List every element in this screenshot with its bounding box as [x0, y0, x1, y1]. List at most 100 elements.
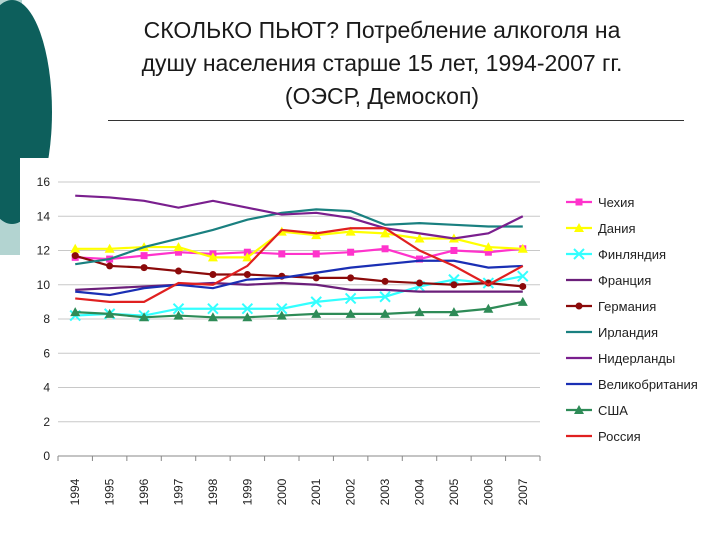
- y-tick-label: 14: [37, 209, 51, 223]
- series-1-point: [278, 250, 286, 258]
- series-5-point: [243, 270, 251, 278]
- x-tick-label: 2002: [344, 478, 358, 505]
- chart-panel: 0 2 4 6 8 10 12 14 16 1994 1995 1996 1997 1998 1999 200…: [20, 158, 712, 528]
- series-1-point: [243, 248, 251, 256]
- x-tick-label: 2005: [447, 478, 461, 505]
- series-5-point: [312, 274, 320, 282]
- series-9-point: [517, 296, 528, 306]
- series-1-point: [175, 248, 182, 256]
- y-tick-label: 4: [43, 381, 50, 395]
- y-tick-label: 8: [43, 312, 50, 326]
- series-9-point: [207, 312, 218, 322]
- series-5-point: [209, 270, 217, 278]
- y-tick-label: 10: [37, 278, 51, 292]
- series-9-point: [483, 303, 494, 313]
- legend-label: США: [598, 403, 628, 418]
- series-5-point: [450, 281, 458, 289]
- slide-title: СКОЛЬКО ПЬЮТ? Потребление алкоголя на ду…: [62, 14, 702, 113]
- y-tick-label: 16: [37, 175, 51, 189]
- series-3-point: [172, 303, 185, 315]
- y-tick-label: 2: [43, 415, 50, 429]
- series-line-1: [75, 247, 523, 261]
- series-2-point: [173, 242, 184, 252]
- series-line-9: [75, 300, 524, 319]
- title-underline: [108, 120, 684, 121]
- series-2-point: [70, 243, 81, 253]
- legend-label: Россия: [598, 429, 641, 444]
- legend-swatch-marker: [574, 405, 584, 414]
- slide-title-line-1: СКОЛЬКО ПЬЮТ? Потребление алкоголя на: [143, 17, 621, 43]
- x-tick-label: 1996: [137, 478, 151, 505]
- series-5-point: [381, 277, 389, 285]
- series-line-3: [75, 275, 524, 317]
- series-2-point: [414, 233, 425, 243]
- series-9-point: [448, 307, 459, 317]
- series-3-point: [517, 270, 529, 282]
- series-1-point: [450, 247, 458, 254]
- legend-swatch-marker: [574, 223, 584, 232]
- series-5-point: [106, 262, 114, 270]
- series-3-point: [310, 296, 322, 308]
- series-line-8: [75, 259, 523, 297]
- x-tick-label: 1995: [103, 478, 117, 505]
- series-2-point: [483, 242, 494, 252]
- series-9-point: [380, 308, 391, 318]
- x-tick-label: 1998: [206, 478, 220, 505]
- line-chart: 0 2 4 6 8 10 12 14 16 1994 1995 1996 1997 1998 1999 200…: [37, 175, 698, 505]
- series-2-point: [380, 228, 391, 238]
- y-tick-label: 12: [37, 244, 51, 258]
- slide-title-line-2: душу населения старше 15 лет, 1994-2007 …: [141, 50, 623, 76]
- series-1-point: [416, 255, 423, 263]
- series-9-point: [311, 308, 322, 318]
- legend-label: Великобритания: [598, 377, 698, 392]
- legend-label: Франция: [598, 273, 651, 288]
- legend-label: Германия: [598, 299, 656, 314]
- series-5-point: [347, 274, 355, 282]
- x-tick-label: 2001: [309, 478, 323, 505]
- series-9-point: [104, 308, 115, 318]
- series-3-point: [241, 303, 254, 315]
- legend-swatch-marker: [575, 302, 583, 310]
- series-line-5: [74, 254, 523, 288]
- series-9-point: [414, 307, 425, 317]
- series-3-point: [448, 273, 460, 286]
- series-2-point: [311, 230, 322, 240]
- series-2-point: [104, 243, 115, 253]
- series-5-point: [416, 279, 423, 287]
- x-tick-label: 1994: [68, 478, 82, 505]
- series-1-point: [347, 248, 355, 256]
- series-9-point: [70, 307, 81, 317]
- legend-label: Дания: [598, 221, 636, 236]
- series-3-point: [207, 303, 219, 315]
- series-9-point: [276, 310, 287, 320]
- x-tick-label: 2007: [516, 478, 530, 505]
- series-9-point: [345, 308, 356, 318]
- legend-label: Финляндия: [598, 247, 666, 262]
- series-line-4: [75, 281, 523, 293]
- series-1-point: [140, 252, 148, 260]
- legend-label: Ирландия: [598, 325, 658, 340]
- series-1-point: [484, 248, 492, 256]
- series-9-point: [242, 312, 253, 322]
- y-tick-label: 6: [43, 346, 50, 360]
- legend-label: Нидерланды: [598, 351, 675, 366]
- series-2-point: [517, 243, 528, 253]
- series-1-point: [312, 250, 320, 258]
- series-2-point: [207, 252, 218, 262]
- series-9-point: [139, 312, 150, 322]
- series-line-7: [75, 194, 524, 240]
- x-tick-label: 1997: [172, 478, 186, 505]
- x-tick-label: 2004: [413, 478, 427, 505]
- series-1-point: [381, 245, 389, 253]
- x-tick-label: 2000: [275, 478, 289, 505]
- series-5-point: [140, 264, 148, 272]
- series-9-point: [173, 310, 184, 320]
- series-line-6: [75, 208, 523, 266]
- series-5-point: [175, 267, 182, 275]
- legend-swatch-marker: [575, 198, 583, 206]
- legend-label: Чехия: [598, 195, 634, 210]
- x-tick-label: 2006: [481, 478, 495, 505]
- series-2-point: [345, 226, 356, 236]
- slide-title-line-3: (ОЭСР, Демоскоп): [284, 83, 480, 109]
- x-tick-label: 2003: [378, 478, 392, 505]
